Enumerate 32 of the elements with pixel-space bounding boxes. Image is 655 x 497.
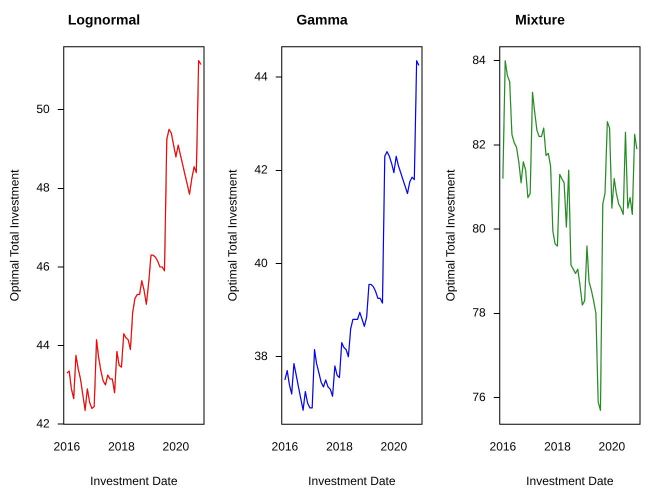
x-tick-label: 2016 xyxy=(54,440,81,454)
y-tick-label: 44 xyxy=(254,69,268,84)
chart-title: Mixture xyxy=(515,11,566,28)
chart-title: Lognormal xyxy=(68,11,140,28)
x-tick-label: 2016 xyxy=(272,440,299,454)
x-tick-label: 2018 xyxy=(544,440,572,454)
y-tick-label: 38 xyxy=(254,348,268,363)
y-tick-label: 80 xyxy=(472,221,486,236)
y-axis-title: Optimal Total Investment xyxy=(8,168,22,302)
x-axis-title: Investment Date xyxy=(90,474,178,488)
y-tick-label: 48 xyxy=(36,180,50,195)
y-tick-label: 42 xyxy=(36,416,50,431)
y-tick-label: 82 xyxy=(472,137,486,152)
x-axis-title: Investment Date xyxy=(308,474,396,488)
chart-title: Gamma xyxy=(296,11,348,28)
y-tick-label: 40 xyxy=(254,256,268,270)
x-tick-label: 2020 xyxy=(380,440,408,454)
x-tick-label: 2020 xyxy=(598,440,626,454)
y-tick-label: 84 xyxy=(472,53,486,68)
y-tick-label: 44 xyxy=(36,338,50,352)
x-tick-label: 2016 xyxy=(490,440,517,454)
y-tick-label: 76 xyxy=(472,390,486,404)
x-tick-label: 2020 xyxy=(162,440,190,454)
y-tick-label: 78 xyxy=(472,306,486,320)
y-tick-label: 50 xyxy=(36,102,50,116)
x-tick-label: 2018 xyxy=(108,440,136,454)
x-axis-title: Investment Date xyxy=(526,474,614,488)
y-tick-label: 46 xyxy=(36,259,50,274)
y-tick-label: 42 xyxy=(254,162,268,177)
y-axis-title: Optimal Total Investment xyxy=(226,168,240,302)
y-axis-title: Optimal Total Investment xyxy=(444,168,458,302)
x-tick-label: 2018 xyxy=(326,440,354,454)
